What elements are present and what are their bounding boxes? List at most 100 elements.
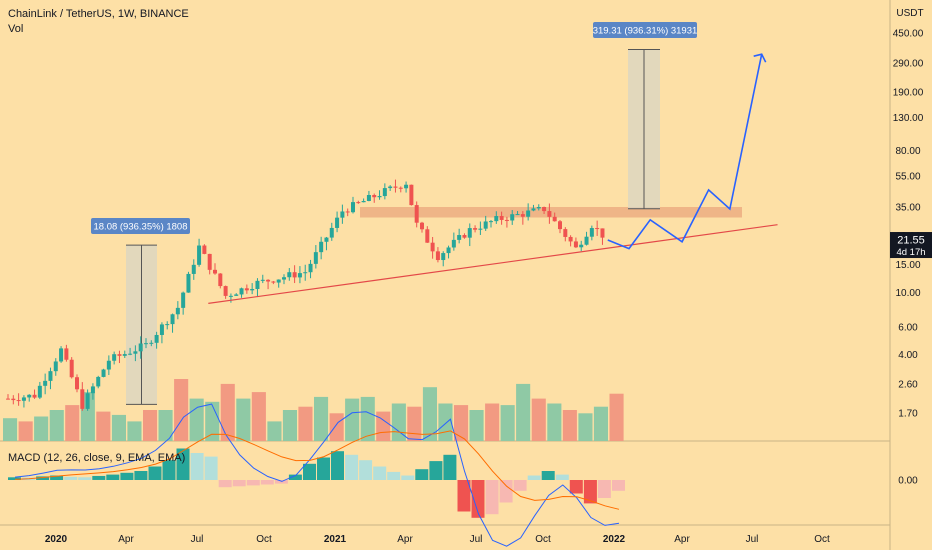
price-tick: 450.00: [893, 29, 924, 40]
macd-histogram-bar: [387, 471, 401, 480]
candle-body: [345, 211, 350, 213]
candle-body: [489, 221, 493, 223]
candle-body: [75, 377, 79, 390]
price-tick: 15.00: [895, 260, 920, 271]
macd-histogram-bar: [429, 461, 443, 480]
candle-body: [32, 394, 37, 398]
macd-histogram-bar: [190, 453, 204, 480]
candle-body: [377, 196, 382, 198]
volume-bar: [3, 418, 18, 441]
macd-histogram-bar: [317, 457, 330, 480]
volume-bar: [578, 413, 593, 441]
macd-histogram-bar: [134, 471, 148, 480]
symbol-title[interactable]: ChainLink / TetherUS, 1W, BINANCE: [8, 8, 189, 20]
volume-bar: [282, 410, 297, 441]
price-tick: 290.00: [893, 58, 924, 69]
candle-body: [197, 245, 202, 265]
volume-bar: [376, 411, 391, 441]
candle-body: [526, 210, 531, 217]
candle-body: [11, 398, 16, 401]
price-tick: 35.00: [895, 203, 920, 214]
candle-body: [59, 348, 64, 362]
candle-body: [473, 228, 478, 230]
candle-body: [181, 292, 186, 308]
projection-path: [607, 54, 763, 250]
candle-body: [191, 264, 196, 274]
macd-histogram-bar: [232, 480, 246, 487]
volume-bar: [143, 410, 158, 441]
macd-histogram-bar: [218, 480, 232, 488]
candle-body: [218, 273, 223, 287]
candle-body: [600, 228, 605, 238]
volume-bar: [267, 421, 282, 441]
candle-body: [159, 324, 164, 335]
time-tick: 2020: [45, 534, 68, 545]
price-tick: 10.00: [895, 288, 920, 299]
volume-bar: [454, 405, 469, 441]
bar-countdown: 4d 17h: [896, 247, 925, 258]
candle-body: [16, 400, 21, 402]
volume-bar: [314, 396, 329, 441]
macd-histogram-bar: [303, 463, 316, 480]
volume-bar: [49, 410, 64, 441]
macd-histogram-bar: [359, 460, 373, 480]
candle-body: [165, 324, 170, 326]
support-trendline: [208, 224, 778, 304]
candle-body: [308, 263, 313, 273]
candle-body: [133, 351, 138, 354]
macd-histogram-bar: [569, 480, 583, 494]
macd-histogram-bar: [485, 480, 499, 515]
candle-body: [266, 279, 271, 282]
candle-body: [101, 369, 106, 377]
macd-histogram-bar: [373, 466, 387, 480]
candle-body: [430, 242, 435, 252]
candle-body: [186, 273, 191, 293]
measure-label-box: [91, 218, 190, 234]
candle-body: [409, 184, 414, 206]
price-tick: 55.00: [895, 172, 920, 183]
volume-bar: [531, 398, 546, 441]
candle-body: [366, 195, 371, 201]
candle-body: [393, 186, 398, 188]
volume-bar: [298, 406, 313, 441]
macd-histogram-bar: [415, 469, 429, 480]
candle-body: [404, 184, 409, 189]
time-tick: Apr: [118, 534, 134, 545]
candle-body: [154, 334, 159, 343]
candle-body: [356, 202, 361, 204]
candle-body: [170, 314, 175, 325]
candle-body: [510, 214, 515, 221]
candle-body: [106, 360, 111, 370]
candle-body: [494, 216, 499, 222]
volume-bar: [111, 414, 126, 441]
axes: USDT 450.00 290.00 190.00 130.00 80.00 55.00 35…: [45, 8, 932, 545]
macd-histogram-bar: [204, 456, 218, 480]
drawings[interactable]: [208, 53, 778, 304]
time-tick: 2021: [324, 534, 347, 545]
candle-body: [324, 237, 329, 242]
price-tick: 2.60: [898, 380, 918, 391]
candle-body: [361, 200, 366, 203]
candle-body: [122, 354, 127, 356]
measure-label: 319.31 (936.31%) 31931: [593, 26, 698, 37]
time-tick: Apr: [674, 534, 690, 545]
candle-body: [547, 211, 552, 217]
macd-histogram-bar: [331, 451, 344, 480]
measure-tools[interactable]: 18.08 (936.35%) 1808 319.31 (936.31%) 319…: [91, 22, 698, 405]
candle-body: [69, 359, 74, 378]
macd-histogram-bar: [401, 475, 415, 480]
volume-bar: [205, 401, 220, 441]
current-price-label: 21.55: [897, 235, 925, 247]
candle-body: [504, 219, 509, 221]
signal-line: [14, 430, 620, 510]
candle-body: [573, 241, 578, 248]
candle-body: [37, 385, 42, 398]
candle-body: [595, 228, 600, 230]
volume-bar: [127, 421, 142, 441]
volume-bar: [485, 403, 500, 441]
macd-histogram-bar: [527, 475, 541, 480]
candle-body: [563, 229, 568, 237]
macd-histogram-bar: [92, 475, 106, 480]
